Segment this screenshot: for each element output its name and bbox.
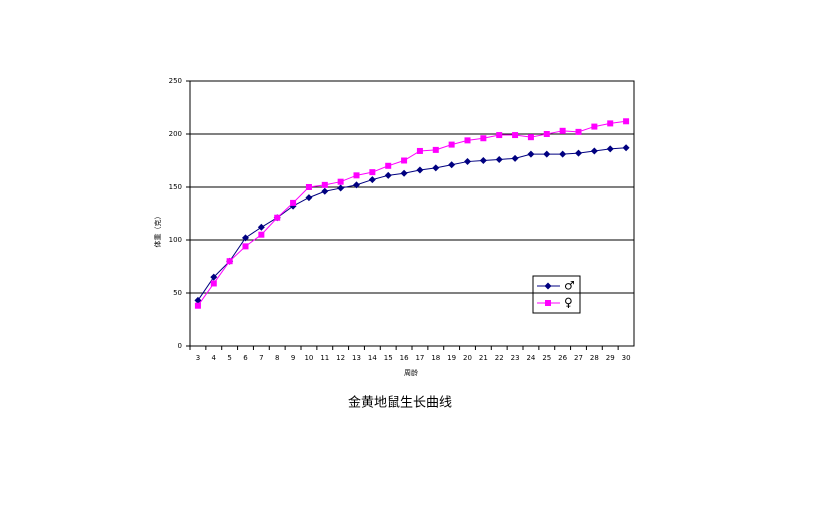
legend-label: ♂ <box>564 279 575 293</box>
marker <box>242 234 249 242</box>
x-tick-label: 14 <box>368 354 377 362</box>
marker <box>210 280 217 287</box>
marker <box>480 135 487 142</box>
x-tick-label: 16 <box>400 354 409 362</box>
marker <box>448 161 456 169</box>
marker <box>575 128 582 135</box>
x-tick-label: 25 <box>542 354 551 362</box>
marker <box>511 154 519 162</box>
x-tick-label: 12 <box>336 354 345 362</box>
x-tick-label: 24 <box>526 354 535 362</box>
x-tick-label: 13 <box>352 354 361 362</box>
x-tick-label: 20 <box>463 354 472 362</box>
chart-title: 金黄地鼠生长曲线 <box>348 395 452 411</box>
marker <box>464 158 471 166</box>
marker <box>543 131 550 137</box>
marker <box>590 147 598 155</box>
marker <box>416 147 423 154</box>
marker <box>623 118 630 125</box>
x-tick-label: 26 <box>558 354 567 362</box>
marker <box>432 146 439 153</box>
marker <box>194 302 201 309</box>
x-tick-label: 15 <box>384 354 393 362</box>
x-tick-label: 17 <box>415 354 424 362</box>
y-tick-label: 200 <box>169 130 182 138</box>
x-tick-label: 23 <box>511 354 520 362</box>
marker <box>416 166 424 174</box>
series-line <box>197 120 627 307</box>
legend-label: ♀ <box>564 296 573 310</box>
marker <box>305 184 312 190</box>
marker <box>464 137 471 144</box>
marker <box>258 231 265 238</box>
marker <box>274 214 281 221</box>
x-tick-label: 11 <box>320 354 329 362</box>
marker <box>495 155 503 163</box>
x-tick-label: 21 <box>479 354 488 362</box>
marker <box>479 157 487 164</box>
marker <box>337 184 345 192</box>
x-tick-label: 6 <box>243 354 248 362</box>
x-tick-label: 22 <box>495 354 504 362</box>
marker <box>353 181 360 189</box>
x-tick-label: 3 <box>196 354 200 362</box>
y-tick-label: 150 <box>169 183 182 191</box>
x-tick-label: 10 <box>304 354 313 362</box>
marker <box>242 243 249 250</box>
marker <box>527 134 534 141</box>
x-tick-label: 9 <box>291 354 295 362</box>
marker <box>400 169 408 177</box>
marker <box>353 172 360 179</box>
y-axis-label: 体重（克） <box>153 213 162 248</box>
marker <box>496 132 503 139</box>
marker <box>575 149 582 157</box>
x-tick-label: 18 <box>431 354 440 362</box>
marker <box>543 150 551 158</box>
x-tick-label: 28 <box>590 354 599 362</box>
marker <box>321 181 328 188</box>
marker <box>226 258 233 265</box>
x-tick-label: 30 <box>622 354 631 362</box>
y-tick-label: 100 <box>169 236 182 244</box>
marker <box>559 127 566 134</box>
x-tick-label: 29 <box>606 354 615 362</box>
marker <box>607 120 614 127</box>
x-tick-label: 8 <box>275 354 279 362</box>
marker <box>384 171 392 179</box>
marker <box>432 164 440 172</box>
marker <box>527 150 535 158</box>
marker <box>544 282 552 290</box>
marker <box>606 145 614 153</box>
marker <box>591 123 598 130</box>
x-tick-label: 7 <box>259 354 263 362</box>
legend <box>532 275 581 314</box>
marker <box>545 300 551 306</box>
marker <box>210 273 218 281</box>
marker <box>257 223 265 231</box>
marker <box>368 176 376 184</box>
x-tick-label: 5 <box>227 354 231 362</box>
marker <box>321 187 329 195</box>
x-tick-label: 19 <box>447 354 456 362</box>
marker <box>337 178 344 185</box>
series-line <box>197 147 627 301</box>
marker <box>194 296 202 304</box>
marker <box>305 194 313 202</box>
marker <box>512 132 519 139</box>
x-tick-label: 4 <box>212 354 217 362</box>
y-tick-label: 0 <box>178 342 182 350</box>
y-tick-label: 250 <box>169 77 182 85</box>
marker <box>385 162 392 169</box>
x-axis-label: 周龄 <box>404 368 418 377</box>
y-tick-label: 50 <box>173 289 182 297</box>
marker <box>369 169 376 176</box>
marker <box>290 199 297 206</box>
marker <box>559 150 567 158</box>
marker <box>401 157 408 164</box>
marker <box>622 144 630 152</box>
marker <box>448 141 455 148</box>
x-tick-label: 27 <box>574 354 583 362</box>
